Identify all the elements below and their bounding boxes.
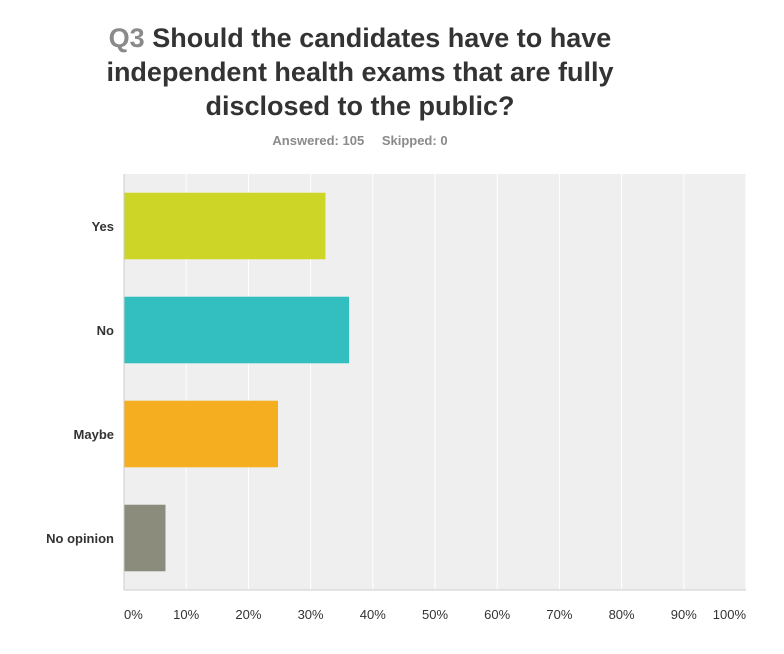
response-summary: Answered: 105 Skipped: 0	[90, 133, 630, 148]
x-tick-label: 30%	[298, 607, 324, 622]
bar-no-opinion	[124, 504, 166, 572]
x-tick-label: 80%	[609, 607, 635, 622]
category-label: Yes	[92, 219, 114, 234]
bar-no	[124, 296, 350, 364]
x-tick-label: 70%	[546, 607, 572, 622]
bar-maybe	[124, 400, 279, 468]
x-tick-label: 60%	[484, 607, 510, 622]
category-label: No	[97, 323, 114, 338]
x-tick-label: 20%	[235, 607, 261, 622]
question-title: Q3 Should the candidates have to have in…	[90, 22, 630, 123]
question-number: Q3	[108, 23, 145, 53]
category-label: Maybe	[74, 427, 114, 442]
bar-yes	[124, 192, 326, 260]
x-tick-label: 100%	[713, 607, 747, 622]
x-tick-label: 0%	[124, 607, 143, 622]
x-tick-label: 10%	[173, 607, 199, 622]
question-text: Should the candidates have to have indep…	[106, 23, 614, 121]
x-tick-label: 40%	[360, 607, 386, 622]
x-tick-label: 90%	[671, 607, 697, 622]
answered-count: Answered: 105	[272, 133, 365, 148]
skipped-count: Skipped: 0	[381, 133, 448, 148]
category-label: No opinion	[46, 531, 114, 546]
x-tick-label: 50%	[422, 607, 448, 622]
